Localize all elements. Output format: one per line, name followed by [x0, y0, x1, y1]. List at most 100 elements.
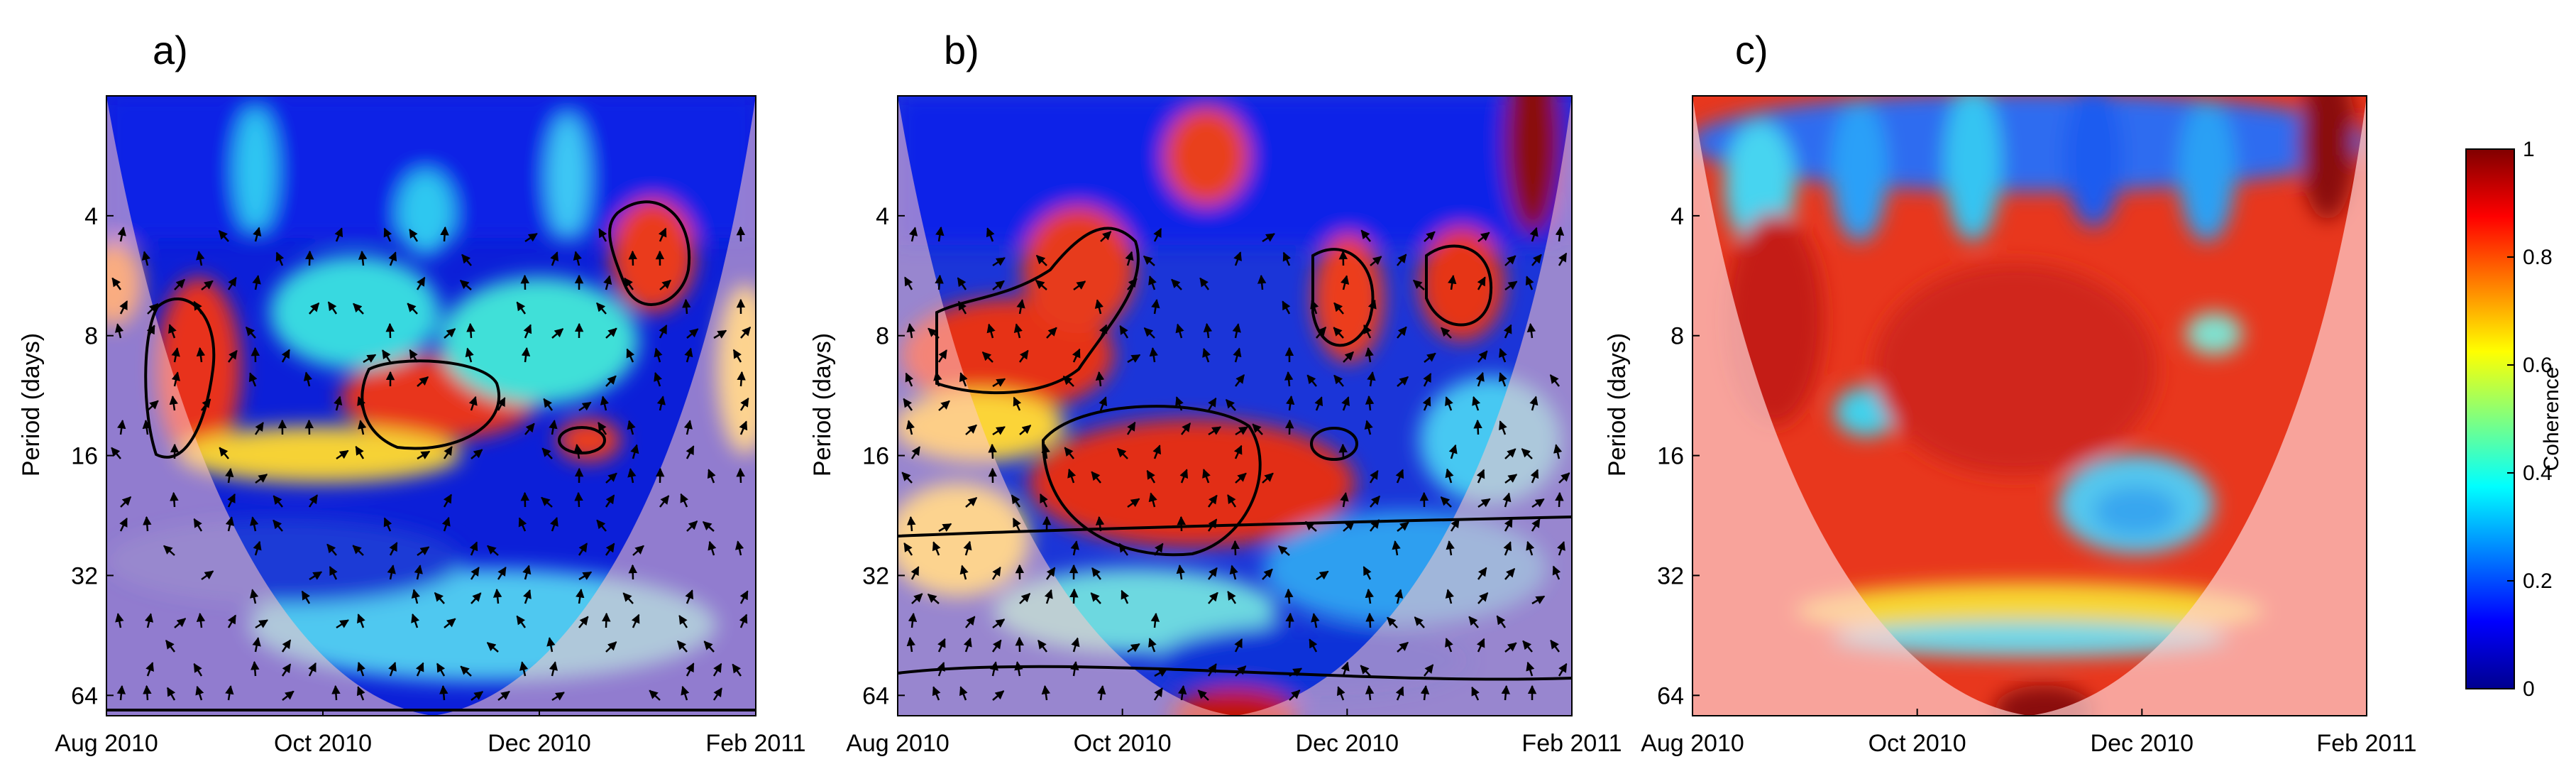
panel-b-heatmap [898, 96, 1572, 716]
phase-arrow [165, 639, 176, 653]
panel-a-heatmap [106, 96, 756, 716]
y-tick-label: 64 [71, 682, 98, 709]
phase-arrow [550, 251, 558, 266]
phase-arrow [932, 541, 941, 556]
phase-arrow [1311, 613, 1320, 628]
phase-arrow [901, 471, 913, 484]
phase-arrow [255, 619, 268, 629]
phase-arrow [1557, 540, 1565, 556]
phase-arrow [1171, 278, 1182, 290]
phase-arrow [309, 302, 320, 315]
phase-arrow [904, 276, 913, 290]
phase-arrow [1154, 667, 1168, 677]
phase-arrow [1208, 426, 1221, 436]
phase-arrow [119, 517, 128, 532]
phase-arrow [142, 419, 152, 435]
panel-b-ylabel: Period (days) [809, 333, 836, 476]
phase-arrow [168, 324, 177, 339]
phase-arrow [225, 516, 235, 532]
phase-arrow [1153, 542, 1164, 556]
phase-arrow [1062, 376, 1074, 387]
phase-arrow [1284, 371, 1294, 387]
phase-arrow [1037, 639, 1048, 653]
phase-arrow [992, 690, 1005, 701]
phase-arrow [1091, 567, 1102, 580]
phase-arrow [981, 351, 993, 363]
panel-a-ylabel: Period (days) [18, 333, 45, 476]
phase-arrow [147, 303, 159, 315]
phase-arrow [1262, 568, 1273, 580]
phase-arrow [115, 613, 124, 628]
phase-arrow [334, 227, 343, 242]
phase-arrow [1340, 492, 1349, 508]
phase-arrow [1014, 661, 1023, 677]
phase-arrow [196, 347, 206, 363]
phase-arrow [735, 540, 744, 556]
phase-arrow [543, 398, 554, 411]
panel-c-frame [1692, 95, 2367, 716]
phase-arrow [1148, 492, 1157, 508]
phase-arrow [1099, 324, 1108, 339]
y-tick-label: 32 [1657, 562, 1684, 589]
phase-arrow [1333, 374, 1344, 387]
phase-arrow [416, 276, 426, 290]
phase-arrow [938, 523, 952, 533]
phase-arrow [1370, 495, 1381, 508]
phase-arrow [1364, 420, 1373, 435]
phase-arrow [1387, 616, 1398, 628]
panel-a-y-ticks: 4 8 16 32 64 [71, 203, 114, 709]
phase-arrow [486, 642, 499, 653]
phase-arrow [1035, 280, 1047, 290]
phase-arrow [1289, 689, 1301, 701]
phase-arrow [713, 329, 727, 339]
phase-arrow [965, 424, 977, 435]
phase-arrow [1333, 327, 1344, 339]
phase-arrow [193, 300, 203, 315]
phase-arrow [1553, 444, 1563, 459]
phase-arrow [1502, 492, 1512, 508]
phase-arrow [1526, 322, 1536, 339]
phase-arrow [1207, 518, 1218, 532]
phase-arrow [732, 663, 742, 677]
phase-arrow [1558, 252, 1568, 266]
phase-arrow [434, 592, 445, 604]
phase-arrow [193, 518, 203, 532]
colorbar-tick-label: 1 [2523, 138, 2535, 161]
phase-arrow [1531, 595, 1546, 605]
phase-arrow [935, 274, 944, 290]
phase-arrow [1262, 472, 1274, 484]
phase-arrow [1499, 372, 1507, 387]
phase-arrow [541, 447, 553, 459]
x-tick-label: Dec 2010 [1296, 730, 1399, 757]
phase-arrow [1233, 251, 1242, 266]
phase-arrow [143, 685, 152, 701]
phase-arrow [1558, 662, 1568, 677]
phase-arrow [253, 227, 262, 242]
phase-arrow [712, 687, 722, 701]
phase-arrow [1207, 567, 1218, 580]
phase-arrow [1127, 498, 1140, 508]
phase-arrow [656, 396, 666, 411]
phase-arrow [201, 398, 211, 411]
phase-arrow [1149, 347, 1158, 363]
phase-arrow [1094, 299, 1103, 315]
phase-arrow [1341, 396, 1350, 411]
phase-arrow [116, 685, 126, 701]
colorbar: 0 0.2 0.4 0.6 0.8 1 Coherence [2465, 138, 2563, 701]
phase-arrow [1395, 686, 1404, 701]
phase-arrow [624, 277, 634, 290]
phase-arrow [684, 347, 693, 363]
phase-arrow [1529, 396, 1539, 411]
panel-b-x-ticks: Aug 2010 Oct 2010 Dec 2010 Feb 2011 [846, 709, 1622, 757]
phase-arrow [1504, 568, 1516, 580]
phase-arrow [632, 545, 644, 556]
phase-arrow [1177, 516, 1186, 532]
phase-arrow [1424, 231, 1436, 242]
phase-arrow [174, 278, 185, 290]
phase-arrow [1501, 685, 1510, 701]
phase-arrow [605, 375, 617, 387]
phase-arrow [143, 516, 152, 532]
phase-arrow [1394, 589, 1404, 604]
phase-arrow [1121, 589, 1130, 604]
phase-arrow [1526, 661, 1535, 677]
